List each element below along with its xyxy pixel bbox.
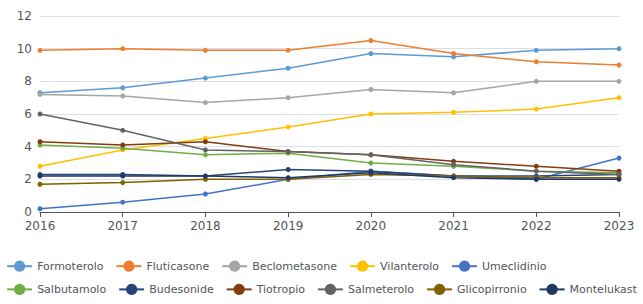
svg-text:2: 2 [24, 172, 32, 186]
svg-text:0: 0 [24, 205, 32, 219]
svg-text:Glicopirronio: Glicopirronio [457, 283, 527, 296]
svg-text:8: 8 [24, 74, 32, 88]
svg-text:Umeclidinio: Umeclidinio [482, 260, 547, 273]
svg-text:2018: 2018 [190, 219, 221, 233]
svg-text:Fluticasone: Fluticasone [146, 260, 209, 273]
svg-text:Salmeterolo: Salmeterolo [348, 283, 414, 296]
svg-text:6: 6 [24, 107, 32, 121]
svg-text:2019: 2019 [273, 219, 304, 233]
svg-text:12: 12 [17, 9, 32, 23]
svg-text:Beclometasone: Beclometasone [252, 260, 337, 273]
svg-text:Budesonide: Budesonide [149, 283, 214, 296]
svg-text:2023: 2023 [604, 219, 635, 233]
svg-text:Montelukast: Montelukast [570, 283, 638, 296]
svg-text:Tiotropio: Tiotropio [256, 283, 306, 296]
svg-text:10: 10 [17, 42, 32, 56]
svg-text:2022: 2022 [521, 219, 552, 233]
svg-text:Vilanterolo: Vilanterolo [380, 260, 439, 273]
svg-text:2017: 2017 [107, 219, 138, 233]
svg-text:Salbutamolo: Salbutamolo [37, 283, 106, 296]
svg-text:2021: 2021 [438, 219, 469, 233]
svg-text:2016: 2016 [25, 219, 56, 233]
svg-text:Formoterolo: Formoterolo [37, 260, 104, 273]
svg-text:4: 4 [24, 140, 32, 154]
svg-text:2020: 2020 [356, 219, 387, 233]
